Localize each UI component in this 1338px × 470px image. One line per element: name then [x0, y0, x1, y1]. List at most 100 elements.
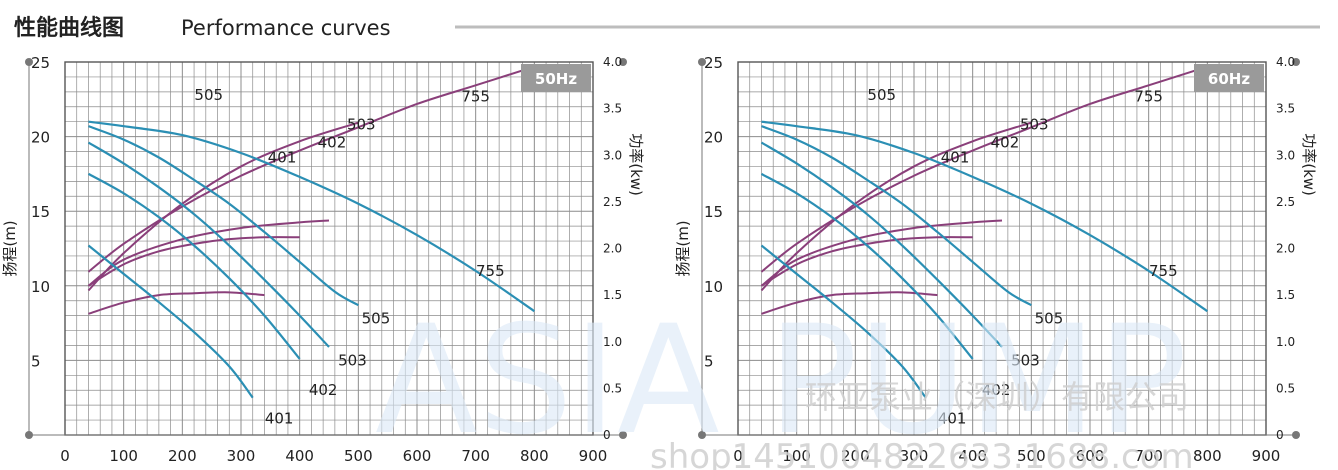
x-tick-label: 200 — [841, 447, 870, 465]
x-tick-label: 800 — [520, 447, 549, 465]
power-curve-505 — [760, 121, 1032, 292]
x-tick-label: 600 — [403, 447, 432, 465]
power-curve-503 — [87, 219, 330, 287]
head-curve-401 — [87, 244, 254, 399]
watermark-brand: ASIA PUMP — [375, 294, 1187, 468]
head-curve-755 — [761, 120, 1208, 313]
y-tick-label: 15 — [704, 203, 723, 221]
curve-label: 402 — [991, 134, 1020, 152]
curve-label: 755 — [1149, 262, 1178, 280]
frequency-badge-label: 60Hz — [1208, 70, 1250, 88]
x-tick-label: 100 — [109, 447, 138, 465]
x-tick-label: 100 — [782, 447, 811, 465]
page-title-en: Performance curves — [181, 16, 391, 40]
y2-axis-end-dot — [1292, 58, 1300, 66]
head-curve-402 — [760, 172, 974, 360]
x-tick-label: 500 — [344, 447, 373, 465]
head-curve-505 — [88, 125, 359, 307]
y-axis-label: 扬程(m) — [674, 220, 692, 276]
y2-tick-label: 0 — [1276, 428, 1284, 442]
y2-tick-label: 2.0 — [603, 242, 622, 256]
y2-tick-label: 3.0 — [603, 148, 622, 162]
curve-label: 401 — [268, 148, 297, 166]
x-tick-label: 800 — [1193, 447, 1222, 465]
curve-label: 402 — [309, 381, 338, 399]
x-tick-label: 500 — [1017, 447, 1046, 465]
head-curve-503 — [760, 141, 1003, 348]
y-tick-label: 20 — [31, 129, 50, 147]
y2-tick-label: 3.0 — [1276, 148, 1295, 162]
x-tick-label: 400 — [958, 447, 987, 465]
chart-60hz: 5 10 15 20 25 0 100 200 300 400 500 600 700 800 900 0 0.… — [674, 54, 1318, 465]
y2-axis-end-dot — [1292, 431, 1300, 439]
frequency-badge — [1194, 64, 1264, 92]
y2-tick-label: 1.0 — [603, 335, 622, 349]
head-curve-503 — [87, 141, 330, 348]
y2-tick-label: 0.5 — [603, 381, 622, 395]
y-axis-end-dot — [25, 58, 33, 66]
power-curve-401 — [88, 291, 265, 315]
curve-label: 755 — [461, 87, 490, 105]
power-curve-401 — [761, 291, 938, 315]
y-tick-label: 5 — [31, 352, 41, 370]
curve-label: 401 — [941, 148, 970, 166]
y-tick-label: 25 — [31, 54, 50, 72]
curve-label: 503 — [1011, 351, 1040, 369]
power-curve-755 — [87, 65, 535, 273]
x-tick-label: 600 — [1076, 447, 1105, 465]
curve-label: 503 — [1020, 116, 1049, 134]
y2-tick-label: 2.5 — [1276, 195, 1295, 209]
x-tick-label: 300 — [227, 447, 256, 465]
x-tick-label: 300 — [900, 447, 929, 465]
y-axis-label: 扬程(m) — [1, 220, 19, 276]
curve-label: 401 — [265, 410, 294, 428]
head-curve-505 — [761, 125, 1032, 307]
chart-50hz: 5 10 15 20 25 0 100 200 300 400 500 600 700 800 900 0 0.… — [1, 54, 645, 465]
frequency-badge-label: 50Hz — [535, 70, 577, 88]
y-tick-label: 10 — [31, 278, 50, 296]
power-curve-505 — [87, 121, 359, 292]
y2-axis-end-dot — [619, 58, 627, 66]
curve-label: 402 — [982, 381, 1011, 399]
head-curve-402 — [87, 172, 301, 360]
power-curve-755 — [760, 65, 1208, 273]
y2-tick-label: 3.5 — [603, 102, 622, 116]
power-curve-503 — [760, 219, 1003, 287]
watermark-company: 环亚泵业（深圳）有限公司 — [805, 378, 1189, 416]
curve-label: 402 — [318, 134, 347, 152]
y2-tick-label: 2.0 — [1276, 242, 1295, 256]
y-tick-label: 10 — [704, 278, 723, 296]
x-tick-label: 900 — [579, 447, 608, 465]
frequency-badge — [521, 64, 591, 92]
y2-tick-label: 0 — [603, 428, 611, 442]
y-tick-label: 25 — [704, 54, 723, 72]
y2-tick-label: 0.5 — [1276, 381, 1295, 395]
y2-tick-label: 2.5 — [603, 195, 622, 209]
curve-label: 505 — [867, 86, 896, 104]
x-tick-label: 0 — [60, 447, 70, 465]
watermark-url: shop1451004822633.1688.com — [650, 437, 1194, 470]
y2-axis-label: 功率(kw) — [627, 133, 645, 196]
y2-tick-label: 3.5 — [1276, 102, 1295, 116]
curve-label: 505 — [1035, 310, 1064, 328]
curve-label: 755 — [476, 262, 505, 280]
x-tick-label: 700 — [461, 447, 490, 465]
y-tick-label: 20 — [704, 129, 723, 147]
curve-label: 505 — [194, 86, 223, 104]
curve-label: 401 — [938, 410, 967, 428]
x-tick-label: 0 — [733, 447, 743, 465]
y2-axis-end-dot — [619, 431, 627, 439]
x-tick-label: 400 — [285, 447, 314, 465]
y-tick-label: 15 — [31, 203, 50, 221]
curve-label: 503 — [347, 116, 376, 134]
y2-tick-label: 4.0 — [1276, 55, 1295, 69]
page-title-cn: 性能曲线图 — [14, 15, 124, 41]
y2-tick-label: 4.0 — [603, 55, 622, 69]
x-tick-label: 900 — [1252, 447, 1281, 465]
curve-label: 755 — [1134, 87, 1163, 105]
head-curve-401 — [760, 244, 927, 399]
head-curve-755 — [88, 120, 535, 313]
curve-label: 503 — [338, 351, 367, 369]
power-curve-402 — [87, 236, 300, 287]
